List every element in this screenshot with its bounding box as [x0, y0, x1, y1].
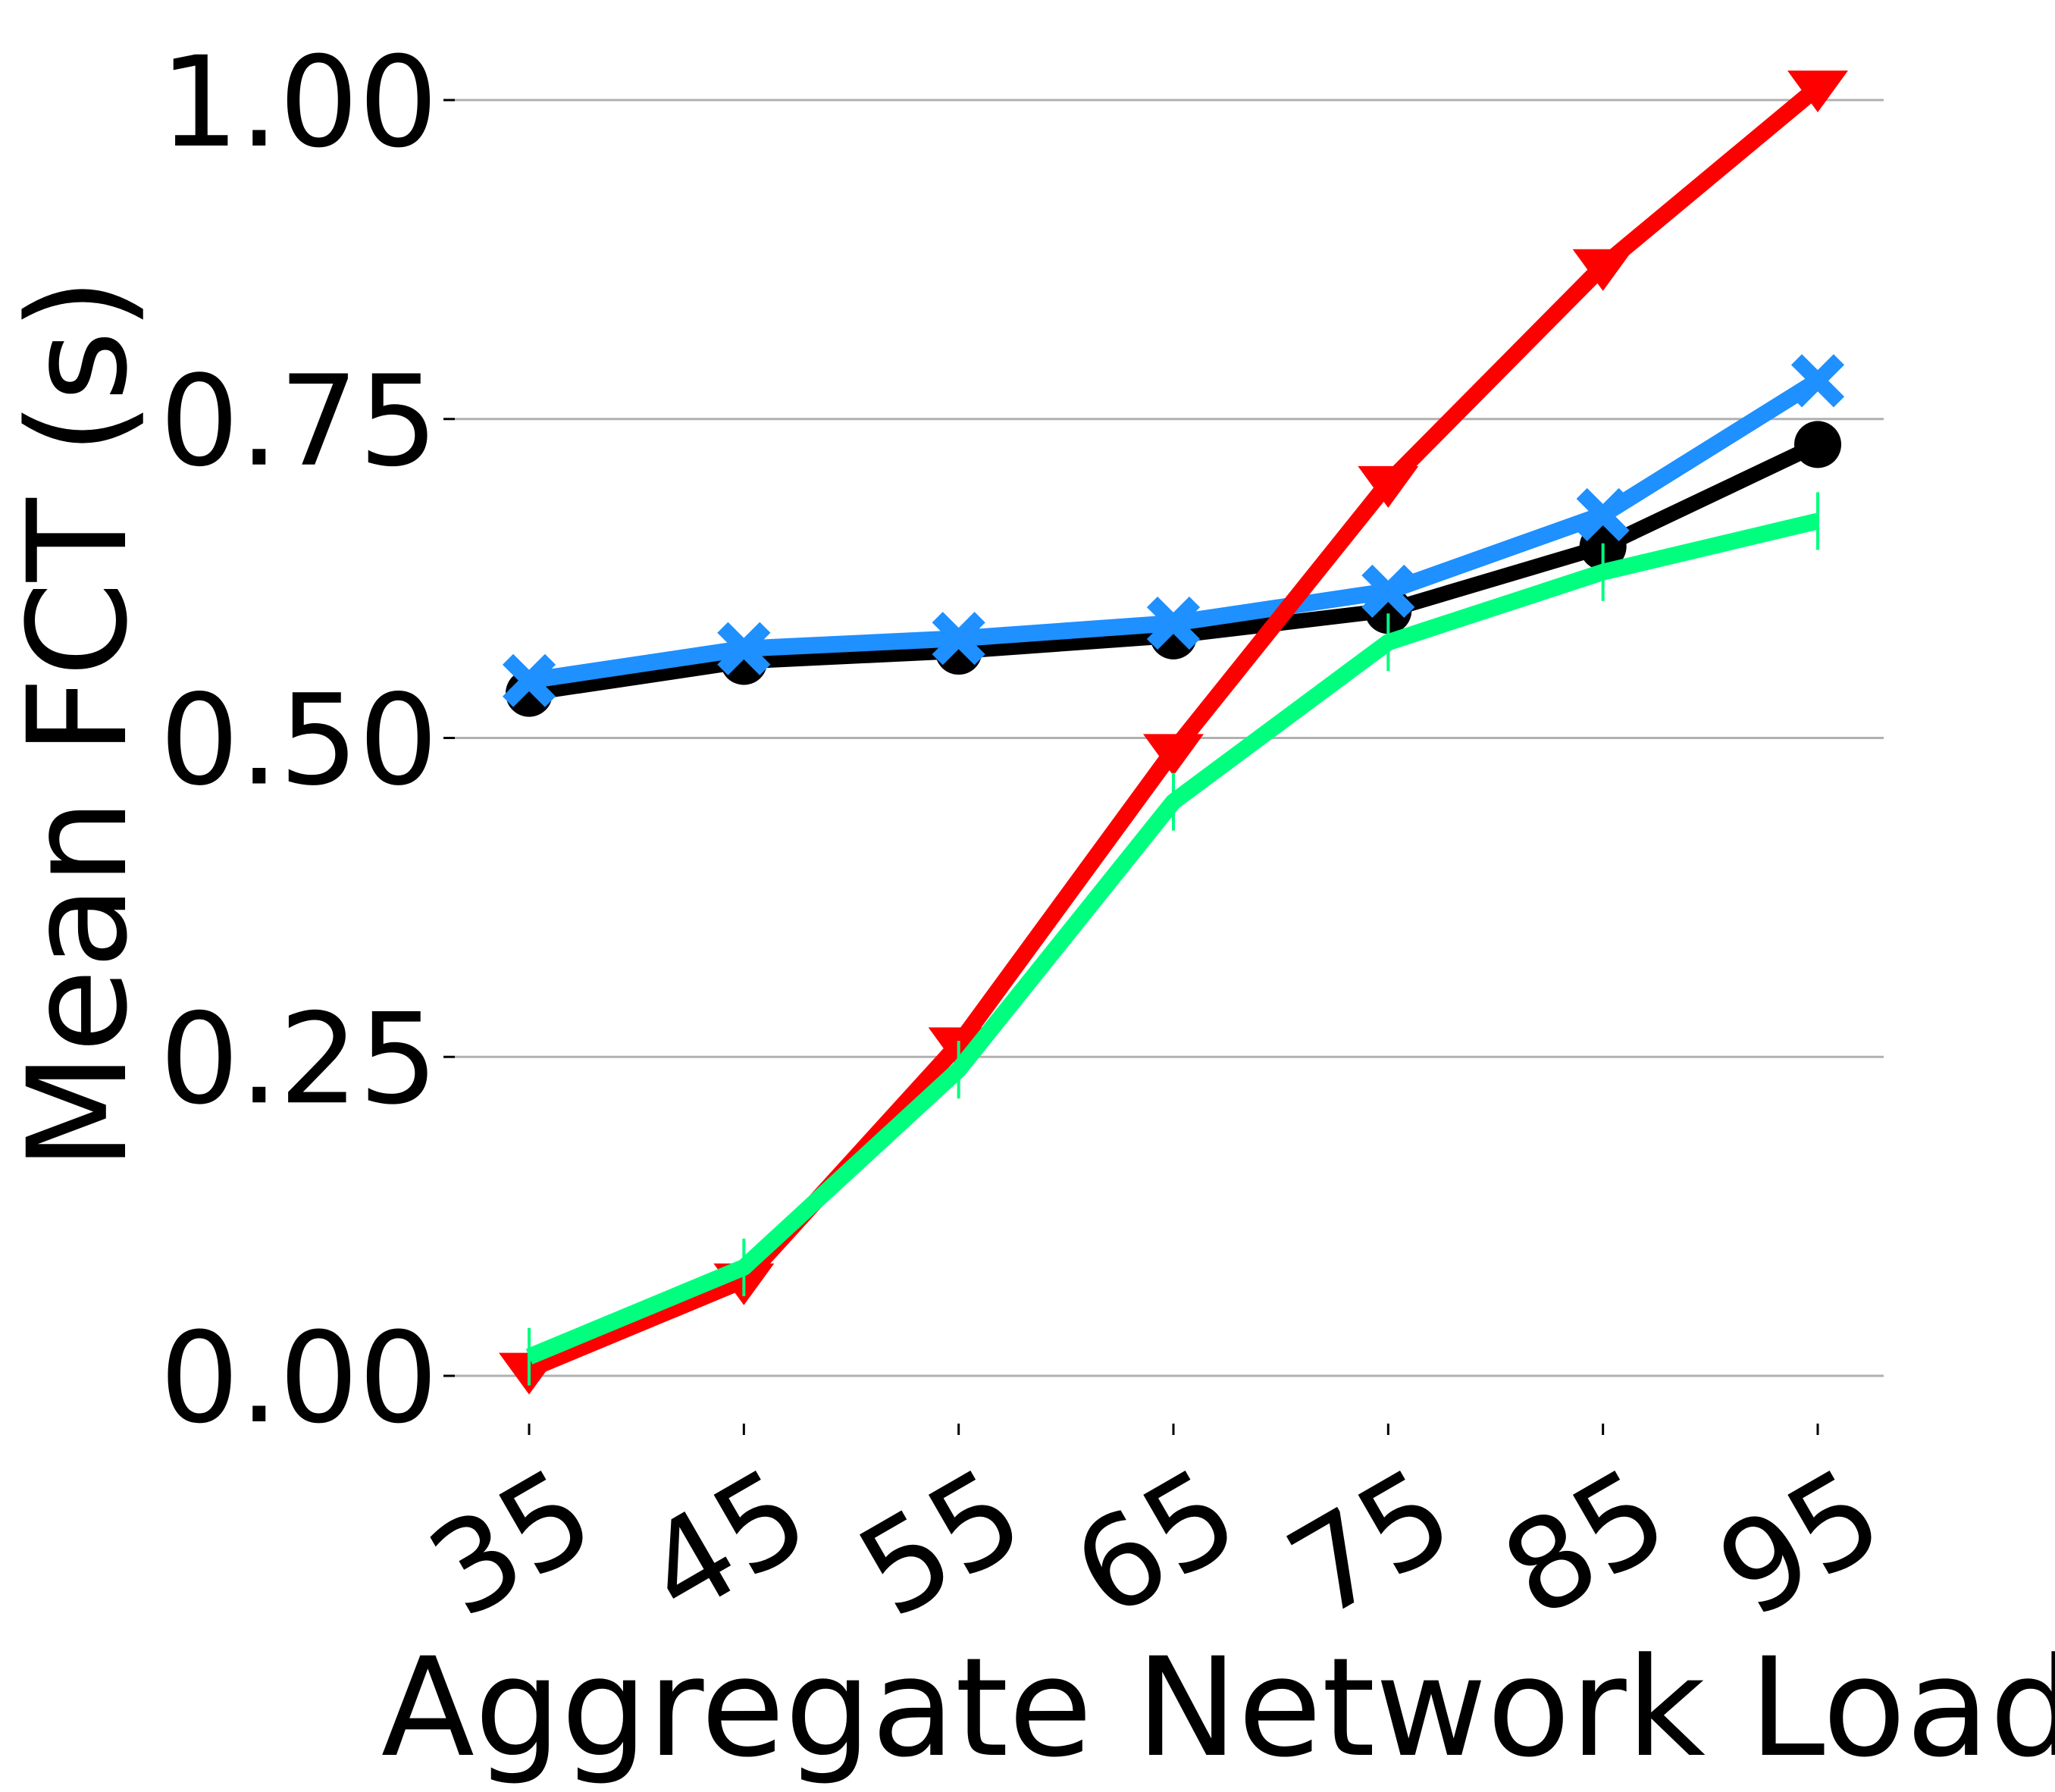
x-axis-ticks: 35 45 55 65 75 85 95 — [406, 1424, 1906, 1646]
series-triangle-down — [499, 70, 1848, 1395]
data-point — [932, 612, 985, 666]
x-tick-label: 75 — [1265, 1440, 1476, 1646]
data-point — [1787, 70, 1848, 113]
data-point — [1790, 354, 1845, 408]
y-tick-label: 0.75 — [160, 349, 438, 494]
data-point — [1361, 564, 1415, 619]
series-lines — [499, 70, 1848, 1395]
series-vline — [525, 492, 1820, 1386]
x-tick-label: 35 — [406, 1440, 617, 1646]
y-axis-label: Mean FCT (s) — [0, 277, 158, 1170]
x-tick-label: 95 — [1695, 1440, 1906, 1646]
y-tick-label: 1.00 — [160, 30, 438, 175]
data-point — [1572, 249, 1634, 291]
y-axis-ticks: 0.00 0.25 0.50 0.75 1.00 — [160, 30, 455, 1451]
data-point — [502, 653, 556, 707]
x-tick-label: 55 — [835, 1440, 1046, 1646]
y-tick-label: 0.25 — [160, 986, 438, 1132]
data-point — [1146, 596, 1201, 650]
data-point — [1358, 465, 1419, 508]
data-point — [1794, 421, 1841, 468]
x-tick-label: 65 — [1051, 1440, 1261, 1646]
x-tick-label: 85 — [1480, 1440, 1690, 1646]
data-point — [1143, 734, 1204, 776]
x-tick-label: 45 — [621, 1440, 832, 1646]
y-tick-label: 0.50 — [160, 668, 438, 813]
y-tick-label: 0.00 — [160, 1305, 438, 1451]
data-point — [717, 622, 771, 675]
x-axis-label: Aggregate Network Load % — [381, 1629, 2055, 1787]
series-x — [502, 354, 1845, 707]
data-point — [1576, 487, 1630, 542]
series-line — [525, 80, 1824, 1377]
